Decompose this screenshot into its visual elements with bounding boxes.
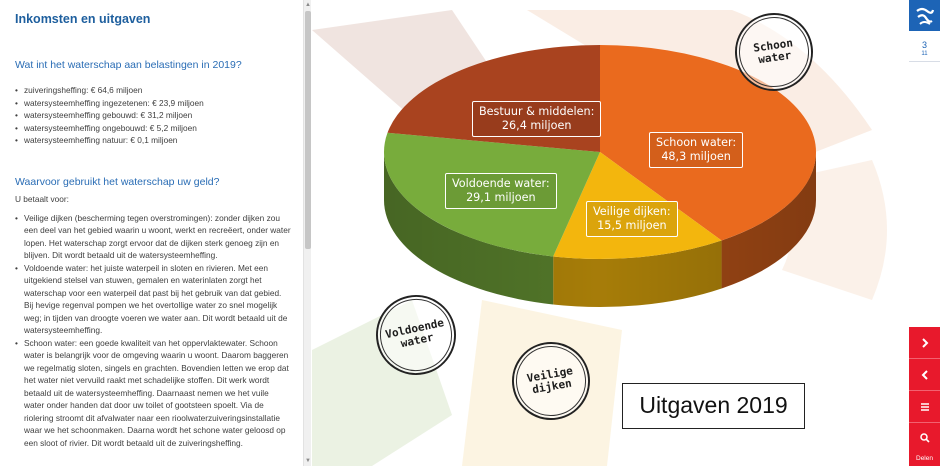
- search-icon: [919, 433, 930, 443]
- navigation-rail: 3 11 Delen: [909, 0, 940, 466]
- scroll-down-arrow-icon[interactable]: ▼: [305, 458, 311, 464]
- menu-button[interactable]: [909, 391, 940, 423]
- list-item: watersysteemheffing natuur: € 0,1 miljoe…: [15, 134, 291, 147]
- previous-icon: [921, 369, 928, 380]
- previous-page-button[interactable]: [909, 359, 940, 391]
- next-page-button[interactable]: [909, 327, 940, 359]
- slice-label-veilige-dijken: Veilige dijken: 15,5 miljoen: [586, 201, 678, 237]
- list-item: Schoon water: een goede kwaliteit van he…: [15, 337, 291, 450]
- page-title: Inkomsten en uitgaven: [15, 12, 151, 26]
- taxes-heading: Wat int het waterschap aan belastingen i…: [15, 59, 242, 71]
- next-icon: [921, 337, 928, 348]
- slice-label-schoon-water: Schoon water: 48,3 miljoen: [649, 132, 744, 168]
- menu-icon: [920, 402, 929, 411]
- list-item: watersysteemheffing gebouwd: € 31,2 milj…: [15, 109, 291, 122]
- scroll-thumb[interactable]: [305, 11, 311, 249]
- share-button[interactable]: Delen: [909, 453, 940, 466]
- page-total: 11: [921, 51, 928, 57]
- search-button[interactable]: [909, 423, 940, 453]
- uses-heading: Waarvoor gebruikt het waterschap uw geld…: [15, 175, 220, 188]
- page-indicator: 3 11: [909, 40, 940, 57]
- slice-label-voldoende-water: Voldoende water: 29,1 miljoen: [445, 173, 557, 209]
- uses-intro: U betaalt voor:: [15, 193, 69, 204]
- page-current: 3: [921, 40, 927, 50]
- waterschap-logo-icon[interactable]: [909, 0, 940, 31]
- list-item: watersysteemheffing ongebouwd: € 5,2 mil…: [15, 122, 291, 135]
- divider: [909, 61, 940, 62]
- chart-title: Uitgaven 2019: [622, 383, 805, 429]
- list-item: Veilige dijken (bescherming tegen overst…: [15, 212, 291, 262]
- slice-label-bestuur-middelen: Bestuur & middelen: 26,4 miljoen: [472, 101, 602, 137]
- taxes-list: zuiveringsheffing: € 64,6 miljoen waters…: [15, 84, 291, 147]
- panel-scrollbar[interactable]: ▲ ▼: [303, 0, 311, 466]
- uses-list: Veilige dijken (bescherming tegen overst…: [15, 212, 291, 450]
- list-item: zuiveringsheffing: € 64,6 miljoen: [15, 84, 291, 97]
- infographic-canvas: Schoon water: 48,3 miljoen Veilige dijken…: [312, 0, 909, 466]
- list-item: watersysteemheffing ingezetenen: € 23,9 …: [15, 97, 291, 110]
- text-panel: Inkomsten en uitgaven Wat int het waters…: [0, 0, 303, 466]
- pie-side-shading: [384, 152, 816, 307]
- list-item: Voldoende water: het juiste waterpeil in…: [15, 262, 291, 337]
- scroll-up-arrow-icon[interactable]: ▲: [305, 2, 311, 8]
